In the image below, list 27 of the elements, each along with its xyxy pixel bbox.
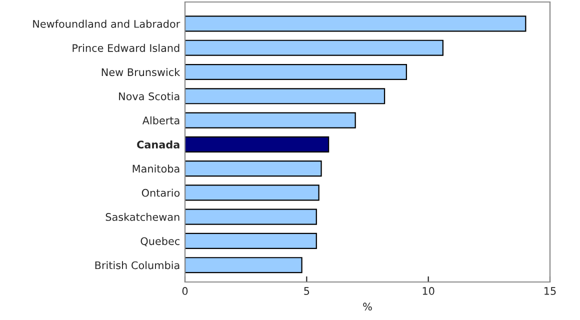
y-tick-label: Prince Edward Island — [72, 44, 180, 52]
y-tick-label: Ontario — [142, 188, 180, 197]
x-axis-title: % — [363, 302, 372, 311]
x-tick-label: 10 — [422, 287, 434, 295]
y-tick-label: Manitoba — [132, 164, 180, 173]
bar — [185, 40, 444, 56]
bar — [185, 64, 407, 80]
x-tick-label: 15 — [544, 287, 556, 295]
y-tick-label: British Columbia — [95, 261, 180, 270]
bar — [185, 136, 330, 152]
x-tick-label: 5 — [304, 287, 310, 295]
bar — [185, 257, 302, 274]
bar — [185, 88, 386, 104]
bar — [185, 112, 356, 128]
bar — [185, 16, 526, 32]
bar — [185, 160, 322, 177]
y-tick-label: New Brunswick — [102, 68, 180, 76]
y-tick-label: Canada — [137, 140, 180, 149]
y-tick-label: Nova Scotia — [119, 92, 180, 100]
y-tick-label: Newfoundland and Labrador — [33, 20, 180, 28]
y-tick-label: Saskatchewan — [106, 212, 180, 221]
y-tick-label: Quebec — [140, 237, 180, 246]
bar — [185, 184, 320, 201]
bar — [185, 208, 317, 225]
y-tick-label: Alberta — [142, 116, 180, 124]
x-tick-label: 0 — [182, 287, 188, 295]
bar — [185, 232, 317, 250]
